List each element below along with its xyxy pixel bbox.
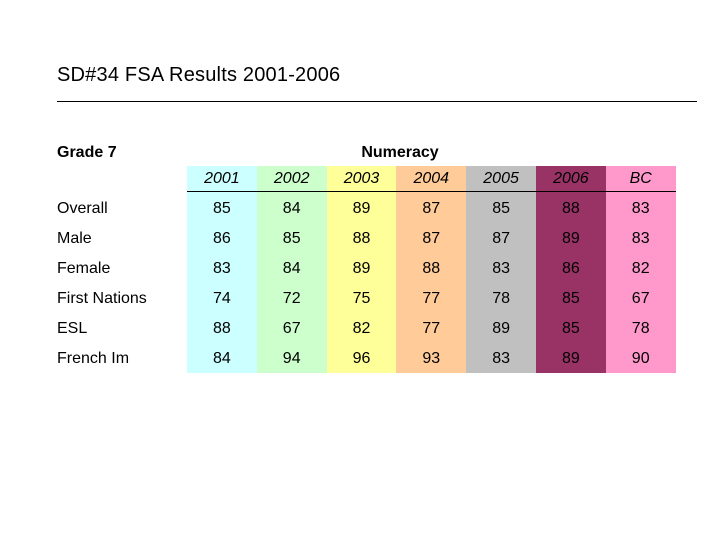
table-cell: 83 <box>631 200 650 217</box>
table-cell: 85 <box>492 200 510 217</box>
row-label: Female <box>57 260 111 277</box>
table-cell: 83 <box>492 350 510 367</box>
table-cell: 87 <box>422 230 441 247</box>
table-cell: 89 <box>492 320 510 337</box>
table-cell: 82 <box>352 320 371 337</box>
table-cell: 87 <box>492 230 510 247</box>
grade-label: Grade 7 <box>57 144 117 161</box>
table-cell: 83 <box>213 260 231 277</box>
column-header-2003: 2003 <box>343 170 380 187</box>
row-label: First Nations <box>57 290 147 307</box>
table-cell: 88 <box>422 260 441 277</box>
title-divider <box>57 101 697 102</box>
table-cell: 96 <box>352 350 371 367</box>
table-cell: 83 <box>631 230 650 247</box>
table-cell: 87 <box>422 200 441 217</box>
row-label: ESL <box>57 320 88 337</box>
page-title: SD#34 FSA Results 2001-2006 <box>57 64 341 86</box>
row-label: Overall <box>57 200 108 217</box>
table-cell: 89 <box>562 350 580 367</box>
table-cell: 77 <box>422 290 441 307</box>
column-background-2001 <box>187 166 257 373</box>
column-background-2003 <box>326 166 397 373</box>
column-background-2005 <box>466 166 536 373</box>
table-cell: 67 <box>631 290 650 307</box>
table-cell: 88 <box>562 200 580 217</box>
table-cell: 84 <box>282 200 301 217</box>
table-cell: 86 <box>562 260 580 277</box>
table-cell: 82 <box>631 260 650 277</box>
column-header-2005: 2005 <box>483 170 519 187</box>
column-background-2006 <box>536 166 606 373</box>
column-background-bc <box>605 166 676 373</box>
table-cell: 72 <box>282 290 301 307</box>
table-cell: 94 <box>282 350 301 367</box>
table-cell: 93 <box>422 350 441 367</box>
table-cell: 78 <box>492 290 510 307</box>
column-background-2002 <box>256 166 327 373</box>
subject-heading: Numeracy <box>361 144 439 161</box>
column-header-2004: 2004 <box>413 170 450 187</box>
table-cell: 75 <box>352 290 371 307</box>
table-cell: 90 <box>631 350 650 367</box>
table-cell: 86 <box>213 230 231 247</box>
table-cell: 85 <box>562 290 580 307</box>
table-cell: 84 <box>282 260 301 277</box>
row-label: Male <box>57 230 92 247</box>
row-label: French Im <box>57 350 130 367</box>
table-cell: 88 <box>213 320 231 337</box>
table-cell: 88 <box>352 230 371 247</box>
column-header-2002: 2002 <box>273 170 310 187</box>
table-cell: 67 <box>282 320 301 337</box>
table-cell: 83 <box>492 260 510 277</box>
table-cell: 77 <box>422 320 441 337</box>
column-header-2006: 2006 <box>553 170 589 187</box>
table-cell: 89 <box>562 230 580 247</box>
table-cell: 74 <box>213 290 231 307</box>
table-cell: 85 <box>213 200 231 217</box>
column-background-2004 <box>396 166 467 373</box>
table-cell: 78 <box>631 320 650 337</box>
table-cell: 89 <box>352 260 371 277</box>
table-cell: 85 <box>562 320 580 337</box>
column-header-bc: BC <box>629 170 652 187</box>
table-cell: 89 <box>352 200 371 217</box>
table-cell: 84 <box>213 350 231 367</box>
header-divider <box>187 191 676 192</box>
column-header-2001: 2001 <box>204 170 240 187</box>
table-cell: 85 <box>282 230 301 247</box>
